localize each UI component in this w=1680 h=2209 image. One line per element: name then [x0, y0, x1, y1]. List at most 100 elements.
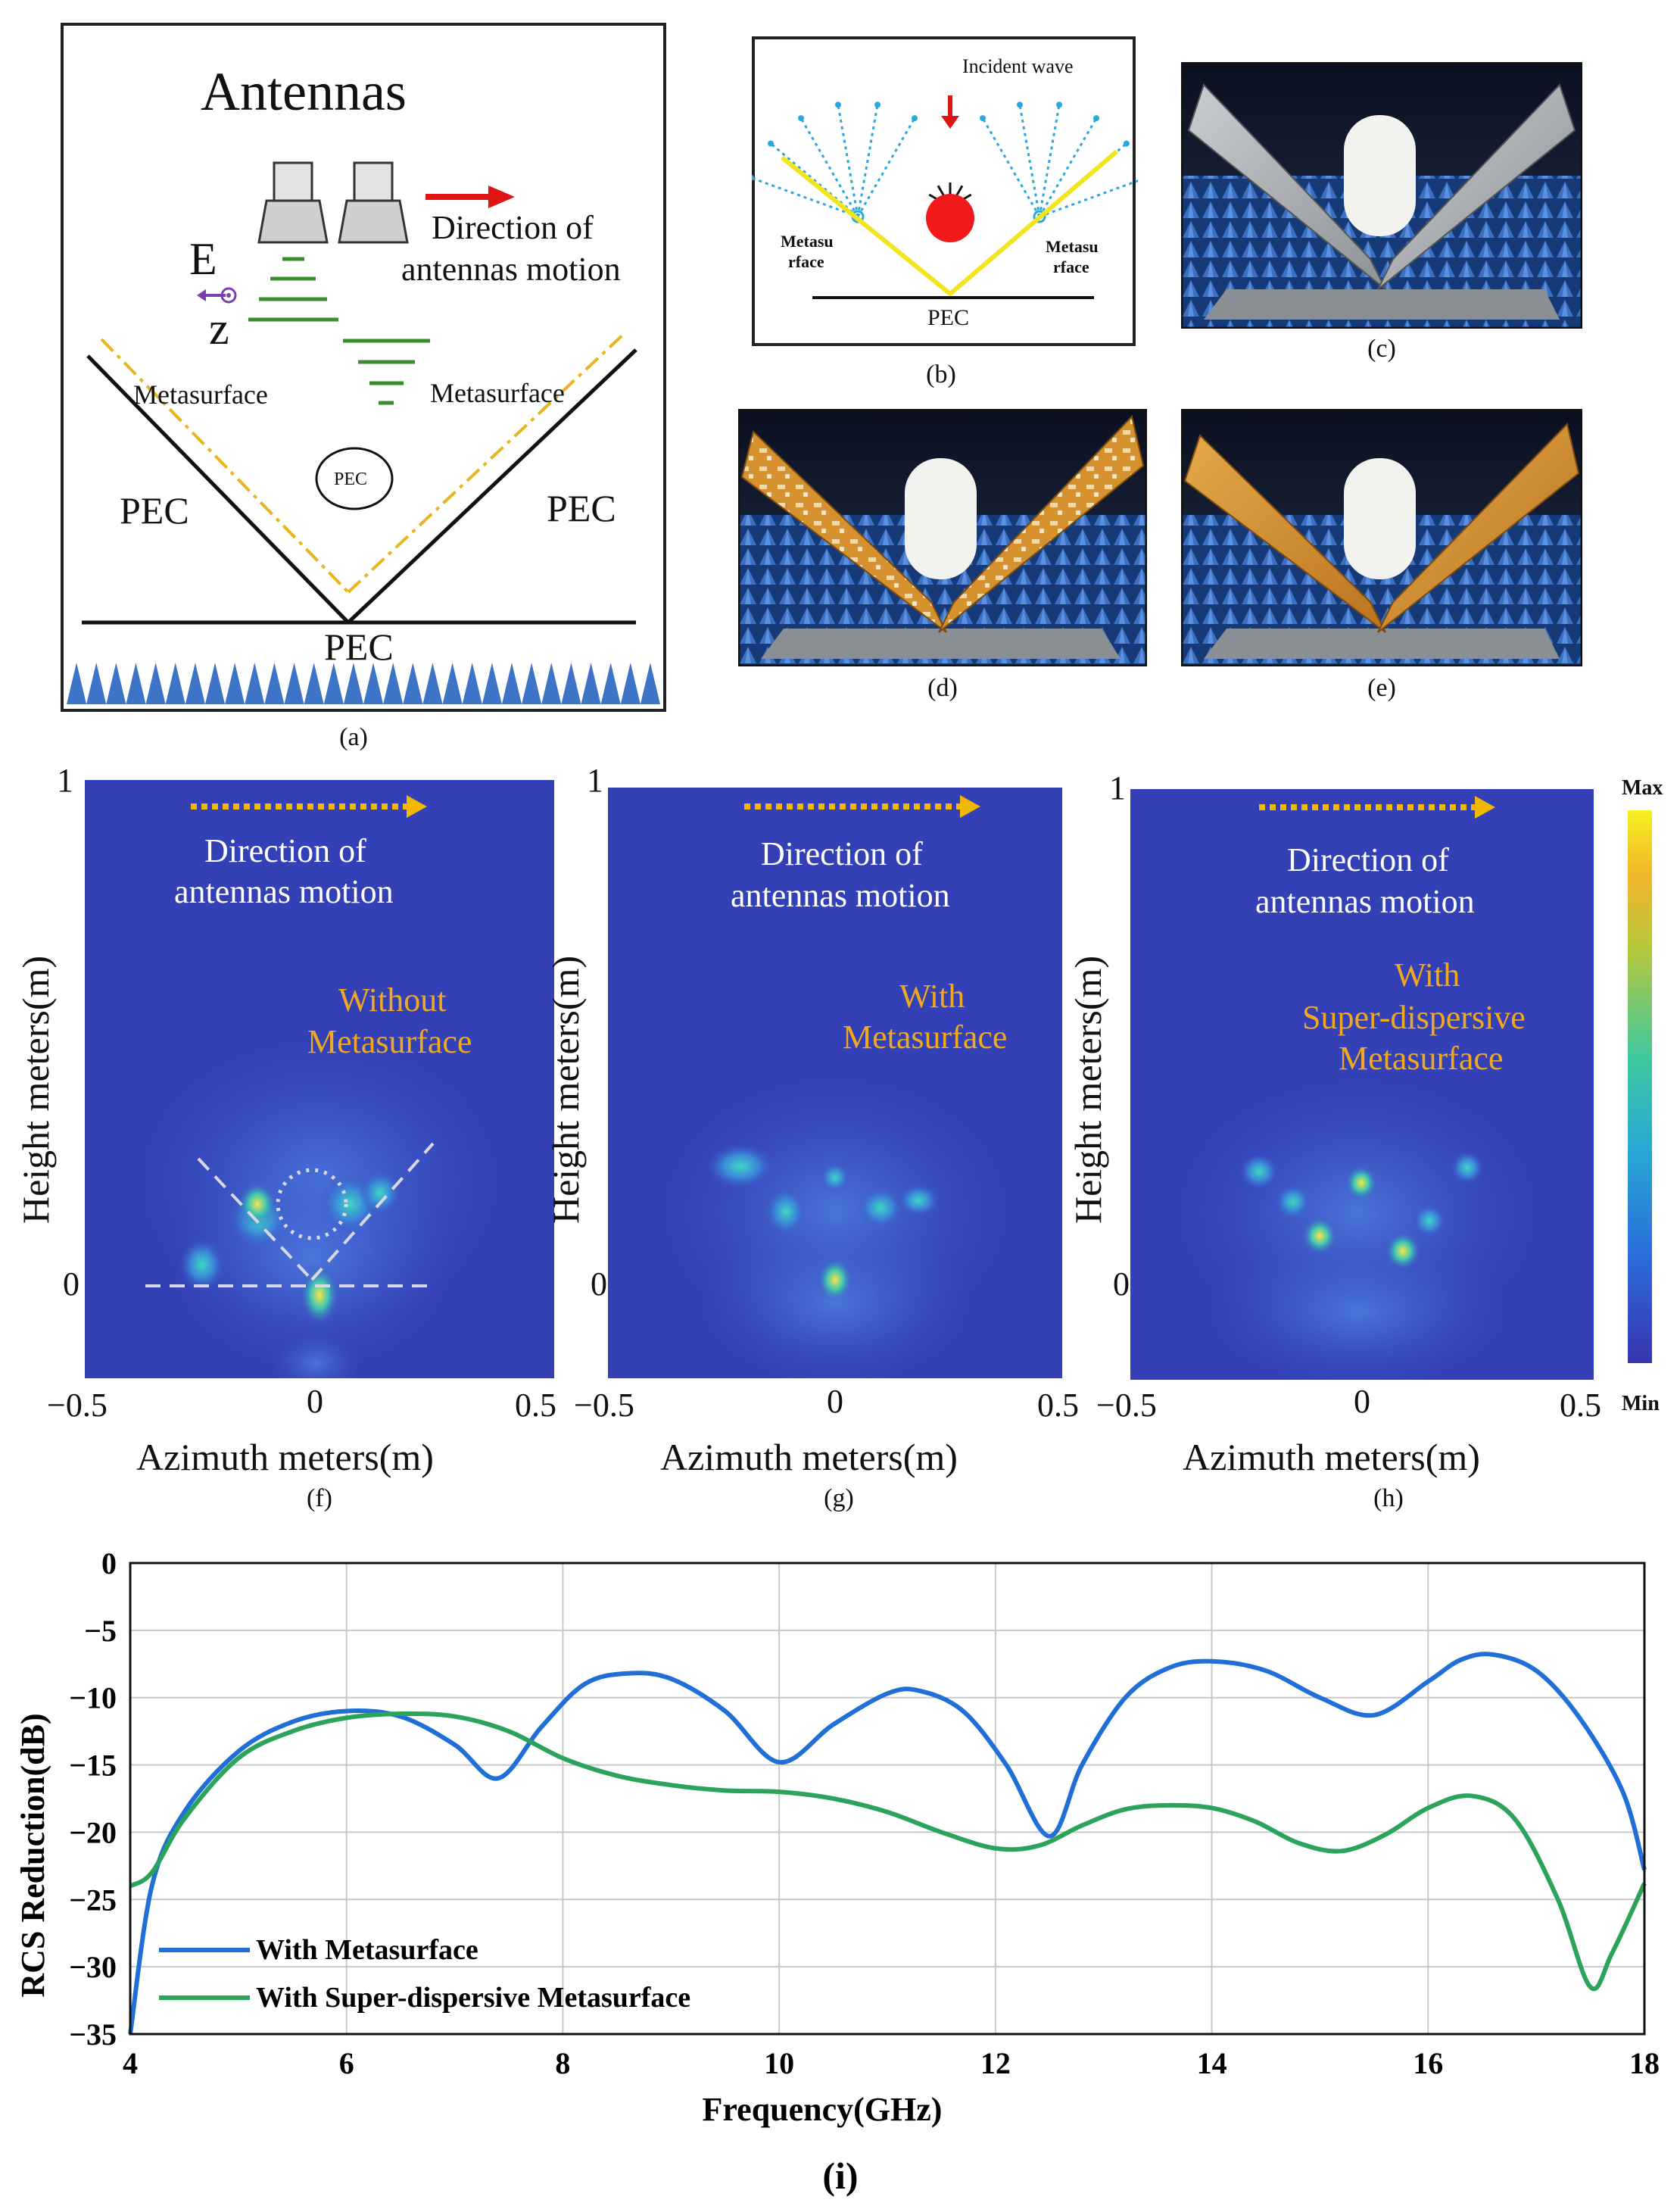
scatter-ray-tip [798, 115, 804, 122]
absorber-pyramid [383, 663, 404, 704]
caption-e: (e) [1367, 674, 1396, 702]
absorber-pyramid [501, 663, 522, 704]
scatter-ray-tip [874, 101, 881, 108]
y-tick-label: 0 [101, 1546, 117, 1580]
sar-f-direction-2: antennas motion [174, 873, 394, 910]
absorber-pyramid [264, 663, 285, 704]
sar-image-h [1130, 789, 1594, 1380]
target-sphere-icon [926, 194, 974, 242]
sar-f-xtick-right: 0.5 [515, 1387, 556, 1424]
sar-h-xtick-left: −0.5 [1096, 1387, 1157, 1424]
metasurface-label-left: Metasurface [133, 379, 268, 410]
pec-label-left: PEC [120, 489, 189, 532]
metasurface-label-b-left-1: Metasu [781, 232, 834, 251]
sar-h-direction-2: antennas motion [1255, 883, 1475, 920]
colorbar-min-label: Min [1622, 1392, 1660, 1415]
sar-h-ytick-top: 1 [1109, 769, 1126, 807]
absorber-pyramid [581, 663, 601, 704]
scatter-ray-tip [1056, 101, 1063, 108]
absorber-pyramid [86, 663, 107, 704]
absorber-pyramid [561, 663, 581, 704]
z-label: z [209, 304, 229, 354]
absorber-pyramid [442, 663, 463, 704]
caption-a: (a) [339, 723, 368, 751]
x-tick-label: 14 [1197, 2046, 1227, 2080]
direction-arrow-icon [1259, 796, 1495, 819]
rcs-reduction-chart: 4 6 8 10 12 14 16 18 0 −5 −10 −15 −20 −25 −30 −35 With… [14, 1546, 1660, 2197]
scatter-ray [981, 117, 1041, 217]
sar-f-ylabel: Height meters(m) [14, 955, 58, 1225]
scatter-ray-tip [980, 115, 986, 122]
horn-antenna-icon [257, 161, 329, 244]
x-tick-label: 6 [339, 2046, 354, 2080]
chart-panel-i: 4 6 8 10 12 14 16 18 0 −5 −10 −15 −20 −25 −30 −35 With… [0, 1537, 1680, 2209]
caption-h: (h) [1373, 1484, 1404, 1512]
incident-wave-label: Incident wave [962, 55, 1074, 77]
caption-i: (i) [822, 2154, 858, 2197]
scatter-ray [1038, 117, 1098, 217]
sar-image-g [608, 788, 1062, 1378]
scatter-ray-tip [834, 101, 841, 108]
absorber-pyramid [422, 663, 443, 704]
geometry-overlay-lines [145, 1142, 435, 1287]
absorber-pyramid [185, 663, 205, 704]
panel-b-schematic [752, 36, 1138, 346]
sar-f-direction-1: Direction of [204, 832, 366, 869]
panel-b: Incident wave Metasu rface Metasu rface … [752, 36, 1138, 396]
scatter-ray [770, 142, 859, 218]
sar-g-xtick-left: −0.5 [574, 1387, 634, 1424]
sar-g-direction-2: antennas motion [731, 877, 950, 914]
x-tick-label: 4 [123, 2046, 138, 2080]
sar-f-label-1: Without [338, 981, 447, 1019]
sar-image-row: Direction of antennas motion Without Met… [0, 757, 1680, 1515]
metasurface-v-line [781, 149, 1118, 297]
absorber-pyramid [284, 663, 304, 704]
absorber-pyramid [204, 663, 226, 704]
photo-d-image [738, 409, 1147, 666]
chart-plot-frame [129, 1562, 1646, 2036]
sar-h-label-3: Metasurface [1339, 1040, 1504, 1077]
e-field-label: E [189, 234, 217, 284]
panel-a-title: Antennas [201, 61, 407, 122]
x-tick-label: 18 [1629, 2046, 1660, 2080]
photo-c-image [1181, 62, 1582, 329]
y-tick-label: −15 [69, 1749, 117, 1783]
sar-h-ylabel: Height meters(m) [1067, 955, 1110, 1225]
absorber-pyramid [165, 663, 185, 704]
absorber-pyramid [67, 663, 87, 704]
absorber-pyramid [304, 663, 324, 704]
sar-g-direction-1: Direction of [761, 835, 923, 872]
absorber-pyramid [363, 663, 384, 704]
y-tick-label: −20 [69, 1815, 117, 1849]
metasurface-label-b-right-2: rface [1053, 257, 1089, 276]
y-tick-label: −35 [69, 2017, 117, 2051]
pec-label-center: PEC [334, 470, 368, 489]
sar-h-ytick-zero: 0 [1113, 1265, 1130, 1303]
sar-g-ytick-zero: 0 [591, 1265, 607, 1303]
y-tick-label: −5 [84, 1614, 117, 1648]
sar-g-label-1: With [899, 978, 965, 1015]
y-tick-label: −10 [69, 1681, 117, 1715]
metasurface-label-b-right-1: Metasu [1046, 237, 1099, 256]
direction-label-line1: Direction of [432, 209, 594, 246]
series-line-with-metasurface [128, 1652, 1647, 2035]
scatter-ray [1039, 179, 1138, 218]
scatter-ray [856, 105, 879, 217]
sar-f-ytick-zero: 0 [63, 1265, 79, 1303]
chart-x-ticks: 4 6 8 10 12 14 16 18 [123, 2046, 1660, 2080]
pec-v-reflector [82, 332, 637, 625]
scatter-ray-tip [912, 115, 918, 122]
sar-image-f [85, 780, 554, 1378]
chart-x-axis-label: Frequency(GHz) [703, 2091, 943, 2128]
scatter-ray-tip [768, 140, 775, 147]
scatter-ray [799, 117, 859, 217]
caption-d: (d) [927, 674, 958, 702]
caption-c: (c) [1367, 335, 1396, 363]
incident-arrow-icon [941, 95, 959, 129]
x-tick-label: 16 [1413, 2046, 1443, 2080]
sar-panel-f: Direction of antennas motion Without Met… [0, 757, 560, 1515]
motion-arrow-icon [425, 186, 515, 208]
caption-g: (g) [824, 1484, 854, 1512]
chart-y-ticks: 0 −5 −10 −15 −20 −25 −30 −35 [69, 1546, 117, 2051]
sar-h-xtick-mid: 0 [1354, 1383, 1370, 1420]
